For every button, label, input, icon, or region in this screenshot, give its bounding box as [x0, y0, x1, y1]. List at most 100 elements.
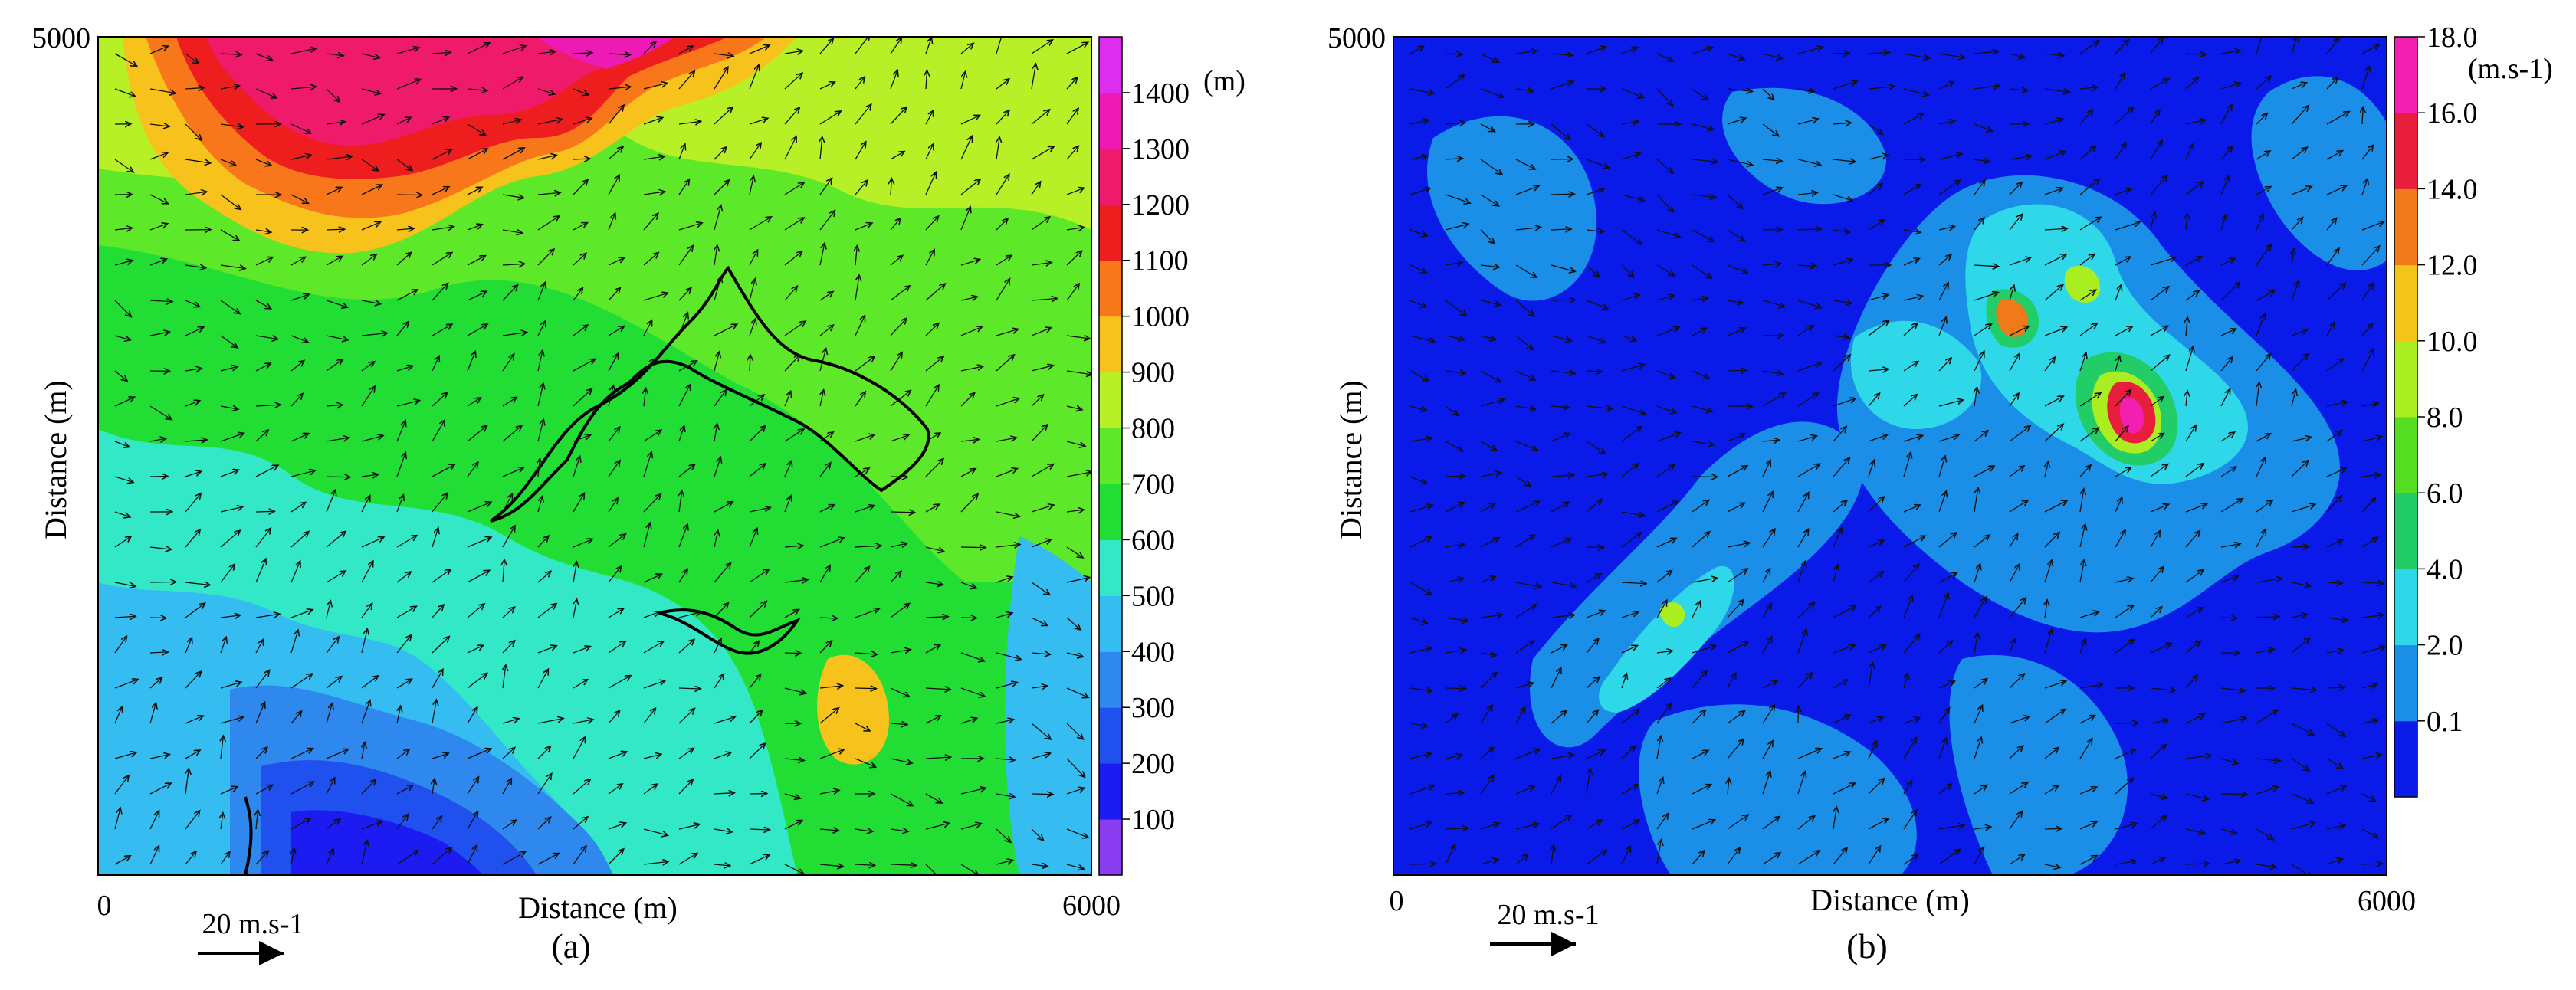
wind-vector: [1727, 466, 1747, 477]
wind-vector: [2361, 67, 2369, 90]
wind-vector: [1868, 184, 1882, 195]
wind-vector: [1066, 828, 1088, 838]
wind-vector: [396, 851, 418, 865]
wind-vector: [1868, 434, 1888, 442]
wind-vector: [926, 70, 927, 90]
colorbar-swatch-b-1: [2394, 644, 2417, 722]
colorbar-label-a-3: 400: [1131, 636, 1175, 668]
wind-vector: [749, 319, 756, 336]
wind-vector: [502, 285, 518, 301]
wind-vector: [573, 737, 586, 759]
wind-vector: [855, 356, 875, 372]
wind-vector: [1586, 300, 1608, 309]
wind-vector: [2256, 76, 2271, 90]
wind-vector: [114, 616, 136, 618]
wind-vector: [996, 613, 1012, 618]
colorbar-swatch-a-14: [1099, 37, 1122, 93]
wind-vector: [432, 392, 448, 407]
wind-vector: [819, 178, 832, 195]
wind-vector: [537, 192, 560, 195]
wind-vector: [361, 628, 367, 654]
wind-vector: [361, 362, 375, 372]
wind-vector: [149, 124, 169, 126]
wind-vector: [1692, 195, 1716, 198]
wind-vector: [326, 637, 339, 654]
wind-vector: [1797, 326, 1813, 336]
wind-vector: [996, 255, 1012, 266]
panel-label-a: (a): [551, 926, 590, 965]
wind-vector: [643, 117, 663, 125]
plot-frame-a: [97, 36, 1092, 876]
wind-vector: [608, 287, 620, 301]
wind-vector: [2291, 147, 2307, 160]
wind-vector: [361, 159, 379, 171]
wind-vector: [1066, 723, 1083, 739]
wind-vector: [1409, 476, 1427, 484]
wind-vector: [432, 149, 451, 160]
wind-vector: [1551, 406, 1570, 408]
wind-vector: [714, 352, 720, 372]
vector-ref-label-b: 20 m.s-1: [1498, 899, 1600, 931]
wind-vector: [925, 546, 944, 552]
wind-vector: [608, 608, 624, 618]
wind-vector: [537, 536, 549, 548]
wind-vector: [890, 603, 910, 618]
wind-vector: [502, 397, 517, 407]
wind-vector: [678, 612, 701, 618]
wind-vector: [1621, 365, 1644, 372]
wind-vector: [714, 829, 732, 832]
wind-vector: [2044, 396, 2063, 407]
wind-vector: [714, 424, 717, 442]
wind-vector: [2291, 354, 2309, 372]
wind-vector: [537, 571, 551, 583]
wind-vector: [2115, 222, 2140, 231]
wind-vector: [255, 363, 271, 372]
wind-vector: [2291, 281, 2299, 301]
wind-vector: [960, 392, 975, 407]
wind-vector: [432, 847, 451, 865]
wind-vector: [467, 674, 487, 689]
wind-vector: [2326, 151, 2343, 160]
wind-vector: [467, 537, 491, 548]
wind-vector: [220, 264, 245, 268]
wind-vector: [1586, 47, 1606, 54]
wind-vector: [678, 71, 694, 90]
wind-vector: [502, 46, 526, 54]
wind-vector: [1656, 327, 1679, 336]
wind-vector: [2256, 354, 2271, 372]
wind-vector: [996, 174, 1009, 195]
wind-vector: [396, 749, 409, 759]
wind-vectors-b: [1409, 37, 2385, 875]
wind-vector: [2256, 214, 2263, 231]
wind-vector: [185, 123, 202, 140]
wind-vector: [149, 754, 169, 759]
wind-vector: [361, 185, 382, 195]
wind-vector: [2326, 323, 2335, 336]
wind-vector: [220, 300, 240, 313]
wind-vector: [678, 688, 701, 689]
colorbar-label-a-0: 100: [1131, 804, 1175, 836]
panel-label-b: (b): [1846, 926, 1888, 965]
colorbar-swatch-b-5: [2394, 340, 2417, 418]
wind-vector: [396, 452, 405, 477]
wind-vector: [925, 459, 943, 477]
wind-vector: [1586, 230, 1603, 232]
wind-vector: [678, 426, 684, 442]
wind-vector: [608, 175, 619, 195]
wind-vector: [1903, 230, 1921, 232]
wind-vector: [643, 641, 664, 654]
wind-vector: [255, 702, 264, 724]
wind-vector: [185, 750, 200, 759]
wind-vector: [255, 670, 270, 689]
wind-vector: [2220, 258, 2235, 266]
wind-vector: [1974, 293, 1998, 301]
wind-vector: [960, 366, 983, 372]
wind-vector: [361, 700, 370, 724]
colorbar-swatch-a-3: [1099, 651, 1122, 708]
wind-vector: [361, 300, 381, 304]
wind-vector: [608, 257, 625, 266]
wind-vector: [1727, 370, 1747, 371]
wind-vector: [1903, 258, 1919, 266]
wind-vector: [2079, 428, 2099, 442]
wind-vector: [890, 829, 908, 831]
